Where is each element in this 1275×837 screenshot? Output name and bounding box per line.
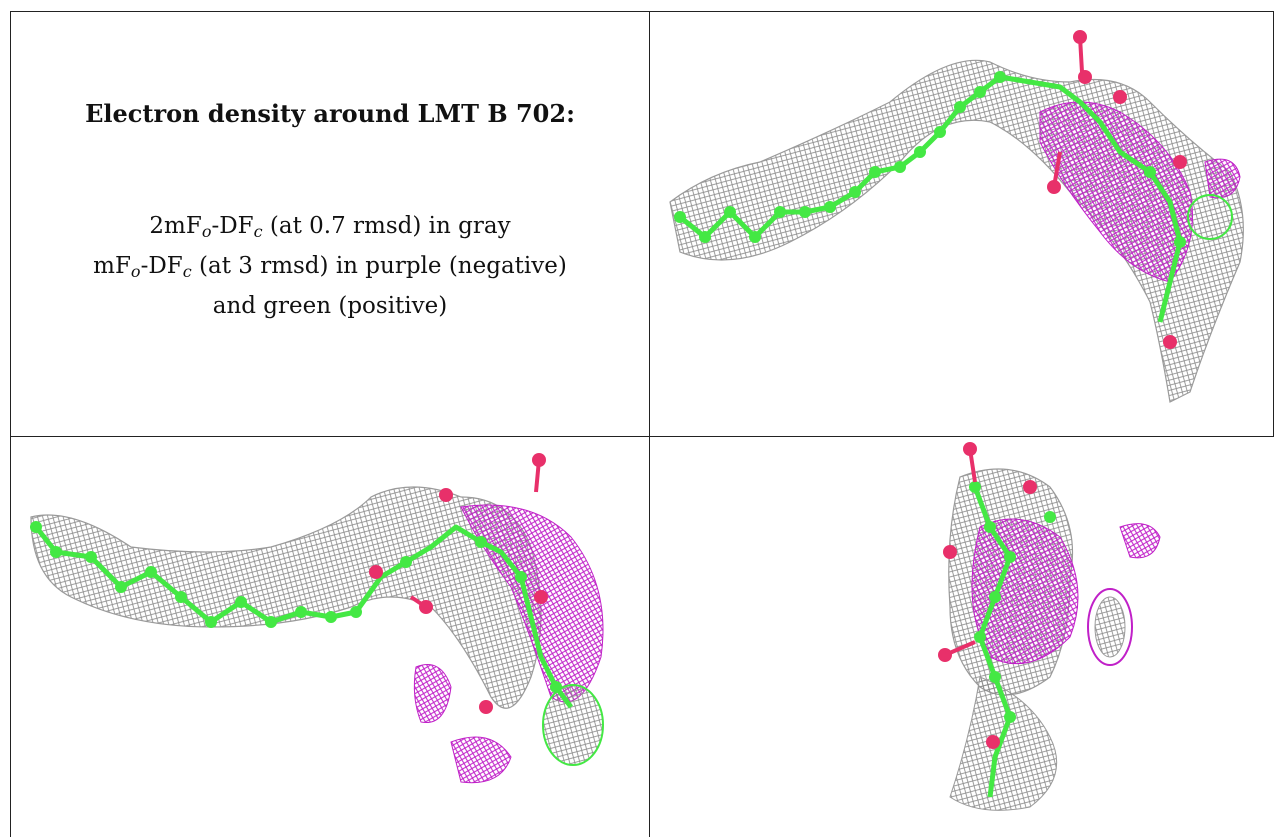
green-mesh-blob bbox=[1187, 194, 1233, 240]
table-left-border bbox=[10, 11, 11, 837]
purple-mesh-region bbox=[971, 518, 1079, 665]
table-middle-divider bbox=[649, 11, 650, 837]
purple-mesh-region bbox=[1039, 101, 1193, 283]
density-image-2 bbox=[30, 453, 604, 784]
legend-line-green: and green (positive) bbox=[212, 293, 448, 319]
legend-line-mfo: mFo-DFc (at 3 rmsd) in purple (negative) bbox=[93, 253, 567, 281]
legend-text: 2mFo-DFc (at 0.7 rmsd) in gray mFo-DFc (… bbox=[11, 209, 649, 323]
gray-mesh-lower bbox=[949, 676, 1058, 811]
density-view-bottom-left bbox=[11, 437, 649, 837]
purple-mesh-small-2 bbox=[450, 736, 512, 784]
table-top-border bbox=[10, 11, 1274, 12]
atoms bbox=[674, 71, 1186, 248]
gray-mesh-ring bbox=[542, 684, 604, 766]
table-row-divider bbox=[10, 436, 1274, 437]
oxygen-atoms bbox=[938, 442, 1037, 749]
green-mesh-ring bbox=[1087, 588, 1133, 666]
gray-mesh-chain bbox=[30, 486, 542, 709]
density-view-bottom-right bbox=[650, 437, 1273, 837]
density-image-1 bbox=[669, 30, 1244, 403]
purple-mesh-small-1 bbox=[413, 664, 452, 724]
atoms bbox=[30, 521, 562, 693]
density-image-3 bbox=[938, 442, 1161, 811]
purple-mesh-side bbox=[1119, 523, 1161, 559]
figure-title: Electron density around LMT B 702: bbox=[85, 99, 575, 128]
table-right-border bbox=[1273, 11, 1274, 437]
atoms bbox=[969, 481, 1056, 723]
density-view-top-right bbox=[650, 12, 1273, 436]
legend-line-2mfo: 2mFo-DFc (at 0.7 rmsd) in gray bbox=[149, 213, 511, 241]
description-cell: Electron density around LMT B 702: 2mFo-… bbox=[11, 12, 649, 436]
